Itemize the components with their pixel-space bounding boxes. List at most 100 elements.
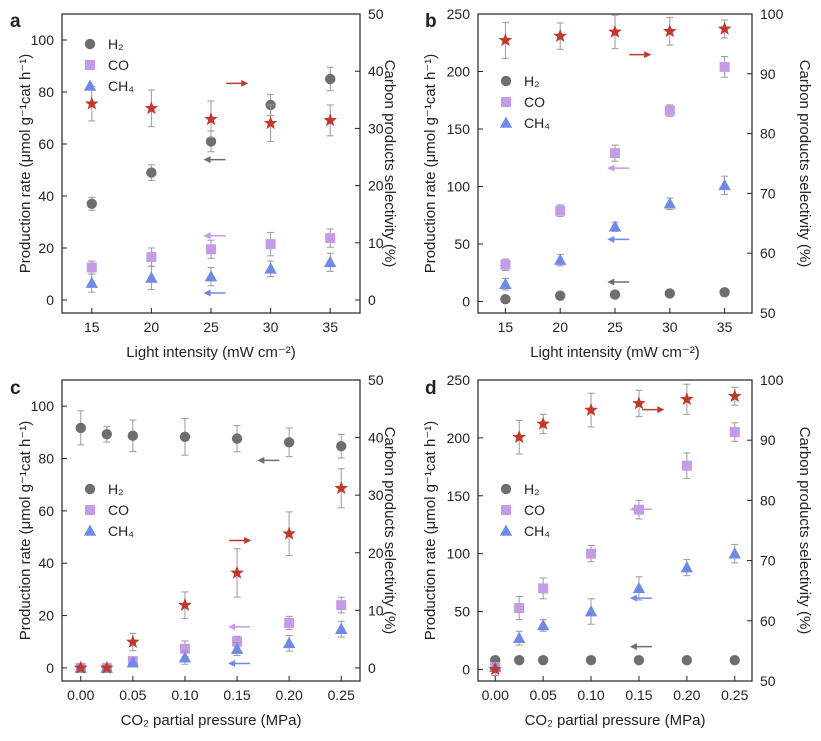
arrow-head — [228, 659, 236, 667]
series-CO — [75, 596, 347, 673]
data-point-CO — [500, 259, 511, 270]
data-point-CH4 — [584, 605, 598, 617]
panel-label: d — [425, 378, 437, 399]
legend-label: H₂ — [524, 73, 540, 89]
x-tick-label: 30 — [662, 319, 678, 335]
arrow-head — [203, 156, 211, 164]
data-point-selectivity — [144, 101, 159, 115]
data-point-CH4 — [145, 271, 158, 283]
series-CO — [500, 56, 730, 271]
data-point-CH4 — [663, 197, 676, 209]
y-left-tick-label: 250 — [447, 372, 471, 388]
panel-label: c — [10, 378, 21, 399]
arrow-right — [229, 536, 252, 544]
data-point-selectivity — [334, 481, 349, 495]
x-tick-label: 0.10 — [171, 687, 198, 703]
legend-label: CO — [108, 502, 129, 518]
data-point-CO — [555, 205, 566, 216]
data-point-CH4 — [335, 622, 348, 634]
arrow-left — [629, 594, 652, 602]
y-left-tick-label: 50 — [454, 604, 470, 620]
x-axis-label: CO₂ partial pressure (MPa) — [525, 712, 706, 729]
data-point-selectivity — [282, 526, 296, 540]
y-left-tick-label: 20 — [38, 240, 54, 256]
data-point-selectivity — [126, 634, 140, 648]
data-point-CO — [514, 603, 525, 614]
arrow-head — [244, 536, 252, 544]
y-left-tick-label: 200 — [447, 430, 471, 446]
legend-label: CH₄ — [108, 78, 134, 94]
data-point-selectivity — [488, 662, 503, 676]
y-right-tick-label: 40 — [368, 63, 384, 79]
data-point-H2 — [513, 654, 525, 666]
y-left-tick-label: 0 — [462, 294, 470, 310]
y-right-tick-label: 40 — [368, 430, 384, 446]
data-point-H2 — [585, 654, 597, 666]
series-CH4 — [74, 620, 348, 673]
data-point-H2 — [729, 654, 740, 666]
x-tick-label: 25 — [607, 319, 623, 335]
legend: H₂ CO CH₄ — [499, 73, 550, 131]
y-axis-label-left: Production rate (μmol g⁻¹cat h⁻¹) — [17, 421, 34, 641]
plot-frame — [61, 379, 361, 682]
y-right-tick-label: 70 — [760, 553, 776, 569]
data-point-selectivity — [662, 24, 677, 38]
y-right-tick-label: 90 — [760, 66, 776, 82]
arrow-head — [203, 289, 211, 297]
series-H2 — [490, 654, 740, 666]
legend: H₂ CO CH₄ — [83, 481, 134, 539]
y-right-tick-label: 20 — [368, 545, 384, 561]
legend-marker-CO — [501, 97, 511, 107]
panel-c: c 0.00 0.05 0.10 0.15 0.20 0.25 0 20 40 60 80 100 0 10… — [10, 372, 398, 729]
panel-b: b 15 20 25 30 35 0 50 100 150 200 250 50 60 70 80 90 100 L… — [422, 6, 813, 361]
x-tick-label: 0.20 — [276, 687, 303, 703]
data-point-CH4 — [85, 276, 98, 288]
y-axis-label-left: Production rate (μmol g⁻¹cat h⁻¹) — [422, 54, 439, 274]
data-point-CO — [538, 583, 549, 594]
data-point-selectivity — [584, 402, 598, 416]
y-left-tick-label: 0 — [46, 292, 54, 308]
legend-label: CO — [108, 57, 129, 73]
data-point-CO — [610, 148, 620, 159]
series-selectivity — [84, 86, 338, 143]
series-selectivity — [498, 14, 732, 59]
arrow-right — [629, 51, 652, 59]
data-point-selectivity — [553, 28, 568, 42]
arrow-left — [629, 505, 652, 513]
x-tick-label: 0.05 — [119, 687, 146, 703]
plot-frame — [477, 379, 753, 682]
x-tick-label: 20 — [144, 319, 160, 335]
data-point-CO — [265, 239, 276, 250]
data-point-H2 — [283, 437, 295, 448]
data-point-CH4 — [608, 220, 622, 232]
series-CH4 — [499, 175, 731, 291]
x-axis-label: CO₂ partial pressure (MPa) — [121, 712, 302, 729]
arrow-head — [241, 79, 249, 87]
arrow-head — [607, 164, 615, 172]
y-right-tick-label: 50 — [368, 6, 384, 22]
data-point-selectivity — [536, 416, 550, 430]
data-point-H2 — [664, 288, 675, 299]
panel-a: a 15 20 25 30 35 0 20 40 60 80 100 0 10 20 30 40 50 Light … — [10, 6, 398, 361]
panel-d: d 0.00 0.05 0.10 0.15 0.20 0.25 0 50 100 150 200 250… — [422, 372, 813, 729]
data-point-CO — [664, 105, 675, 116]
y-left-tick-label: 0 — [462, 661, 470, 677]
legend-marker-H2 — [84, 38, 96, 50]
series-CH4 — [489, 543, 741, 672]
y-axis-label-left: Production rate (μmol g⁻¹cat h⁻¹) — [17, 54, 34, 274]
y-right-tick-label: 30 — [368, 120, 384, 136]
data-point-H2 — [146, 167, 157, 178]
x-tick-label: 25 — [203, 319, 219, 335]
y-left-tick-label: 20 — [38, 608, 54, 624]
x-tick-label: 0.00 — [482, 687, 509, 703]
data-point-H2 — [633, 654, 645, 666]
data-point-H2 — [500, 294, 511, 305]
legend: H₂ CO CH₄ — [499, 481, 550, 539]
data-point-selectivity — [717, 21, 732, 35]
y-axis-label-right: Carbon products selectivity (%) — [381, 427, 398, 635]
data-point-selectivity — [512, 429, 527, 444]
y-right-tick-label: 20 — [368, 178, 384, 194]
data-point-selectivity — [99, 660, 114, 674]
arrow-left — [228, 659, 251, 667]
y-axis-label-left: Production rate (μmol g⁻¹cat h⁻¹) — [422, 421, 439, 641]
